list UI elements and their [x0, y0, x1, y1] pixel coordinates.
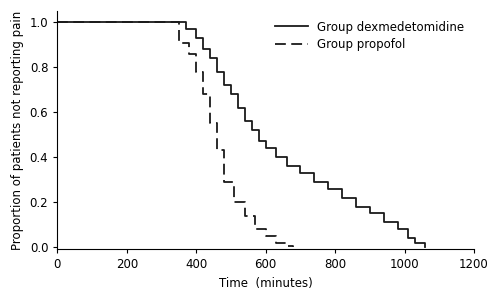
Line: Group dexmedetomidine: Group dexmedetomidine [58, 22, 426, 247]
Group propofol [273, 241, 279, 244]
Y-axis label: Proportion of patients not reporting pain: Proportion of patients not reporting pai… [11, 11, 24, 250]
Group dexmedetomidine [221, 83, 227, 87]
Group dexmedetomidine [353, 205, 359, 208]
Group propofol [214, 149, 220, 152]
Group dexmedetomidine [214, 70, 220, 73]
Group dexmedetomidine [312, 180, 318, 184]
Group dexmedetomidine [422, 245, 428, 249]
Group dexmedetomidine [235, 106, 241, 110]
Group propofol [252, 227, 258, 231]
Group dexmedetomidine [207, 57, 213, 60]
Group propofol [54, 20, 60, 24]
Group propofol [221, 180, 227, 184]
Group propofol [200, 92, 206, 96]
Group propofol [176, 41, 182, 44]
Group propofol [290, 245, 296, 249]
Group dexmedetomidine [176, 20, 182, 24]
Group propofol [186, 52, 192, 56]
Group dexmedetomidine [405, 236, 411, 240]
Group dexmedetomidine [228, 92, 234, 96]
Group propofol [262, 234, 268, 237]
Group propofol [242, 214, 248, 217]
Legend: Group dexmedetomidine, Group propofol: Group dexmedetomidine, Group propofol [272, 17, 468, 55]
X-axis label: Time  (minutes): Time (minutes) [219, 277, 312, 290]
Group propofol [232, 200, 237, 204]
Group dexmedetomidine [284, 164, 290, 168]
Group dexmedetomidine [262, 146, 268, 150]
Group dexmedetomidine [249, 129, 255, 132]
Group dexmedetomidine [54, 20, 60, 24]
Group propofol [207, 122, 213, 125]
Group dexmedetomidine [412, 241, 418, 244]
Group dexmedetomidine [200, 48, 206, 51]
Group dexmedetomidine [339, 196, 345, 200]
Group dexmedetomidine [367, 212, 373, 215]
Group dexmedetomidine [183, 27, 189, 31]
Group propofol [284, 244, 290, 248]
Group dexmedetomidine [380, 221, 386, 224]
Line: Group propofol: Group propofol [58, 22, 294, 247]
Group dexmedetomidine [273, 155, 279, 159]
Group dexmedetomidine [242, 119, 248, 123]
Group dexmedetomidine [394, 227, 400, 231]
Group dexmedetomidine [298, 171, 304, 175]
Group dexmedetomidine [325, 187, 331, 191]
Group dexmedetomidine [193, 36, 199, 40]
Group dexmedetomidine [256, 140, 262, 143]
Group propofol [193, 70, 199, 73]
